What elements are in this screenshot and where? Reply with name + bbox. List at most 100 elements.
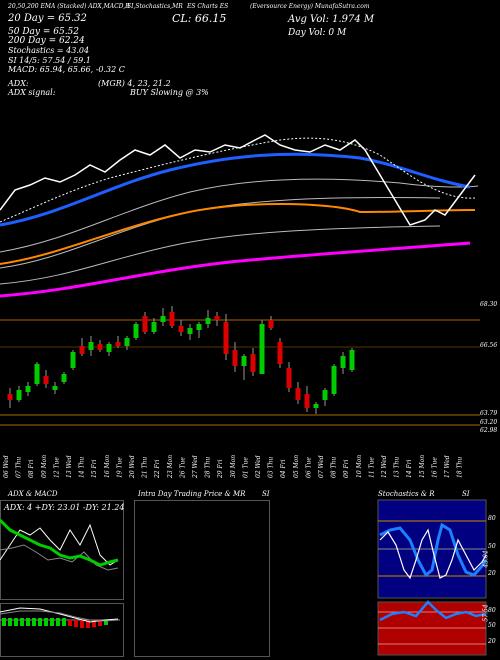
candle-body	[250, 354, 256, 372]
adx-white-line	[0, 523, 119, 566]
macd-histogram	[2, 618, 108, 628]
candle-body	[241, 356, 247, 366]
date-label: 15 Fri	[91, 459, 98, 478]
candle-body	[160, 316, 166, 322]
stoch-tick-50: 50	[488, 543, 496, 550]
ema50-label: 50 Day = 65.52	[8, 27, 80, 37]
date-label: 16 Tue	[431, 457, 438, 478]
avg-volume: Avg Vol: 1.974 M	[288, 14, 375, 25]
date-label: 19 Tue	[116, 457, 123, 478]
date-label: 21 Thu	[142, 457, 149, 479]
date-label: 09 Mon	[41, 455, 48, 478]
candle-body	[115, 342, 121, 346]
si-tick-20: 20	[488, 638, 496, 645]
date-label: 18 Thu	[457, 457, 464, 478]
date-label: 13 Wed	[66, 455, 73, 478]
candle-body	[214, 316, 220, 320]
date-label: 20 Wed	[129, 455, 136, 479]
macd-signal	[0, 610, 119, 622]
ema-purple-line	[0, 241, 471, 298]
main-price-chart: 06 Wed 07 Thu 08 Fri 09 Mon 12 Tue 13 Wed 14 T…	[0, 134, 480, 479]
date-label: 27 Wed	[192, 455, 199, 479]
si-current: 57.54	[482, 604, 490, 622]
adx-values: ADX: 4 +DY: 23.01 -DY: 21.24	[4, 503, 125, 512]
date-label: 14 Fri	[406, 459, 413, 478]
header-ticker: ES Charts ES	[187, 3, 229, 10]
candle-body	[259, 324, 265, 374]
candle-body	[70, 352, 76, 368]
ema20-label: 20 Day = 65.32	[8, 13, 87, 24]
date-label: 22 Fri	[154, 459, 161, 479]
close-price: CL: 66.15	[172, 12, 227, 25]
candle-body	[187, 328, 193, 334]
candle-body	[106, 344, 112, 352]
stoch-white-line	[379, 528, 487, 580]
candle-body	[7, 394, 13, 400]
candle-body	[88, 342, 94, 350]
macd-panel	[0, 603, 124, 657]
macd-value: MACD: 65.94, 65.66, -0.32 C	[8, 65, 125, 74]
candle-body	[295, 388, 301, 400]
ema200-label: 200 Day = 62.24	[8, 36, 85, 46]
ema-orange-line	[0, 203, 476, 265]
date-label: 02 Wed	[255, 455, 262, 478]
candle-body	[322, 390, 328, 400]
header-company: (Eversource Energy) MunafaSutra.com	[250, 3, 370, 10]
ema-gray-line-3	[0, 178, 479, 253]
date-label: 23 Mon	[167, 455, 174, 479]
date-label: 11 Tue	[368, 457, 375, 478]
candle-body	[277, 342, 283, 364]
candles-group	[7, 306, 355, 414]
date-label: 15 Mon	[419, 455, 426, 478]
date-label: 04 Fri	[280, 459, 287, 478]
candle-body	[25, 386, 31, 392]
ema-white-fast	[0, 134, 476, 226]
date-label: 12 Tue	[53, 457, 60, 478]
si-tick-80: 80	[488, 607, 496, 614]
day-volume: Day Vol: 0 M	[288, 28, 347, 38]
si-value: SI 14/5: 57.54 / 59.1	[8, 56, 91, 65]
date-label: 09 Fri	[343, 459, 350, 478]
candle-body	[52, 386, 58, 390]
candle-body	[196, 324, 202, 330]
date-label: 29 Fri	[217, 459, 224, 479]
candle-body	[16, 390, 22, 400]
date-label: 30 Mon	[230, 455, 237, 478]
stoch-tick-80: 80	[488, 515, 496, 522]
level-label-top: 68.30	[480, 301, 498, 308]
level-label-mid: 66.56	[480, 342, 498, 349]
date-label: 06 Wed	[3, 455, 10, 478]
date-labels: 06 Wed 07 Thu 08 Fri 09 Mon 12 Tue 13 Wed 14 T…	[3, 455, 464, 479]
date-label: 06 Tue	[305, 457, 312, 478]
ema-gray-line-1	[0, 225, 441, 285]
intraday-panel	[134, 500, 270, 657]
candle-body	[124, 338, 130, 346]
candle-body	[133, 324, 139, 338]
stoch-current: 43.04	[482, 550, 490, 568]
candle-body	[313, 404, 319, 408]
candle-body	[268, 320, 274, 328]
date-label: 28 Thu	[205, 457, 212, 479]
adx-signal-label: ADX signal:	[8, 88, 56, 97]
stoch-value: Stochastics = 43.04	[8, 46, 90, 55]
date-label: 08 Fri	[28, 459, 35, 478]
candle-body	[169, 312, 175, 326]
stoch-panel-si: SI	[462, 490, 470, 498]
date-label: 01 Tue	[242, 457, 249, 478]
stoch-tick-20: 20	[488, 570, 496, 577]
candle-body	[304, 394, 310, 408]
candle-body	[286, 368, 292, 388]
mgr-value: (MGR) 4, 23, 21.2	[98, 79, 171, 88]
level-label-low2: 63.20	[480, 419, 498, 426]
stoch-blue-line	[379, 522, 488, 578]
adx-green-line	[0, 518, 119, 567]
candle-body	[340, 356, 346, 368]
candle-body	[223, 322, 229, 354]
candle-body	[205, 318, 211, 324]
date-label: 16 Mon	[104, 455, 111, 478]
candle-body	[232, 350, 238, 366]
candle-body	[97, 344, 103, 350]
ema-blue-line	[0, 152, 471, 227]
